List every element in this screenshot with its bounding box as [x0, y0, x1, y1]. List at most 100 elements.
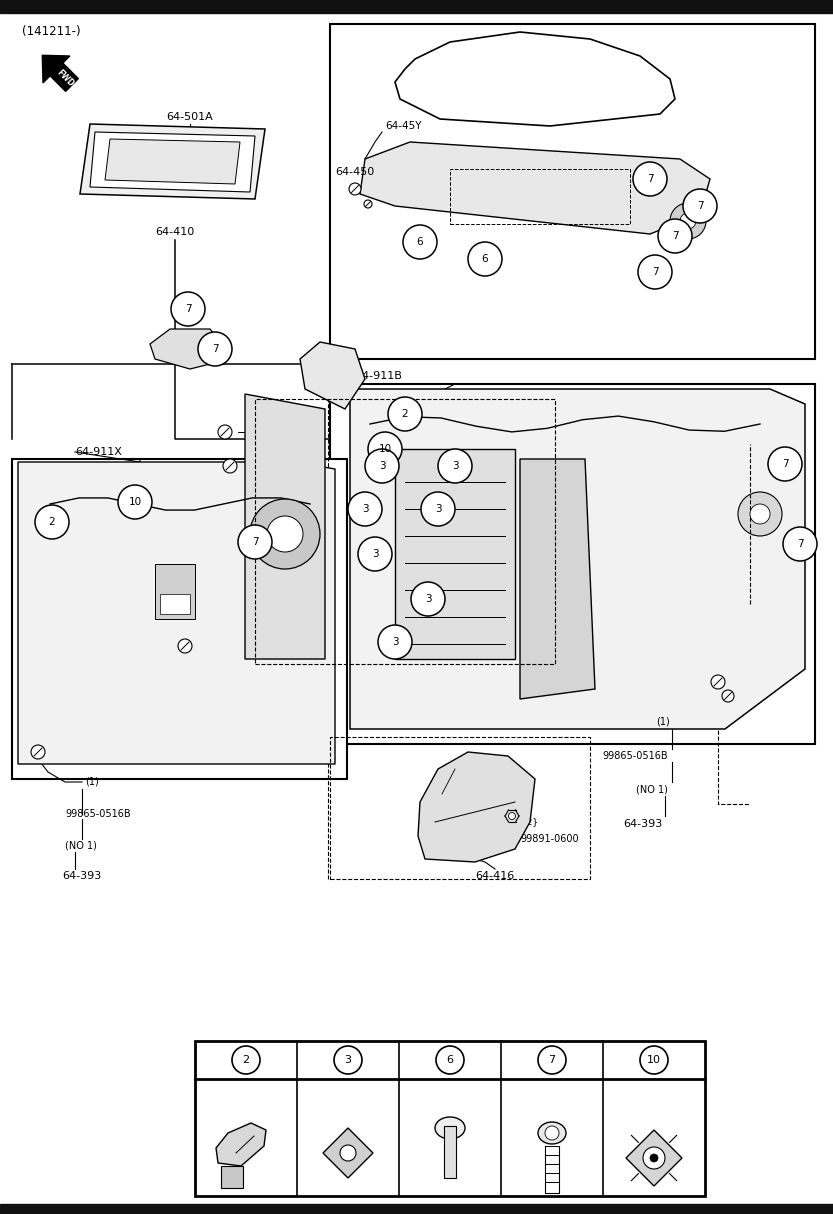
Circle shape: [232, 1046, 260, 1074]
Circle shape: [267, 516, 303, 552]
Text: 64-393: 64-393: [623, 819, 662, 829]
Circle shape: [223, 459, 237, 473]
Text: 3: 3: [379, 461, 386, 471]
Polygon shape: [395, 32, 675, 126]
Text: 64-996: 64-996: [331, 1091, 365, 1101]
Text: (4): (4): [250, 404, 264, 414]
Text: 99865-0516B: 99865-0516B: [602, 751, 668, 761]
Text: 3: 3: [372, 549, 378, 558]
Circle shape: [680, 212, 696, 229]
Text: 10: 10: [647, 1055, 661, 1065]
Polygon shape: [18, 463, 335, 764]
Polygon shape: [520, 459, 595, 699]
Ellipse shape: [538, 1122, 566, 1144]
Text: 7: 7: [185, 304, 192, 314]
Text: 3: 3: [435, 504, 441, 514]
Polygon shape: [626, 1130, 682, 1186]
Text: 6: 6: [481, 254, 488, 263]
Bar: [195, 1040, 705, 1196]
Polygon shape: [42, 56, 78, 91]
Circle shape: [638, 255, 672, 289]
Circle shape: [650, 1155, 658, 1162]
Text: 99865-0412: 99865-0412: [250, 427, 309, 437]
Text: 99865-0516B: 99865-0516B: [65, 809, 131, 819]
Circle shape: [358, 537, 392, 571]
Text: 6: 6: [416, 237, 423, 246]
Polygon shape: [395, 449, 515, 659]
Text: (141211-): (141211-): [22, 24, 81, 38]
Text: 2: 2: [402, 409, 408, 419]
Circle shape: [683, 189, 717, 223]
Circle shape: [411, 582, 445, 615]
Circle shape: [783, 527, 817, 561]
Circle shape: [768, 447, 802, 481]
Text: 2: 2: [242, 1055, 250, 1065]
Circle shape: [348, 492, 382, 526]
Circle shape: [421, 492, 455, 526]
Text: 3: 3: [392, 637, 398, 647]
Circle shape: [658, 219, 692, 253]
Polygon shape: [300, 342, 365, 409]
Circle shape: [643, 1147, 665, 1169]
Circle shape: [171, 293, 205, 327]
Text: 7: 7: [252, 537, 258, 548]
Text: (1): (1): [656, 717, 670, 727]
Bar: [160, 594, 190, 614]
Bar: [255, 399, 555, 664]
Circle shape: [218, 425, 232, 439]
Bar: [330, 384, 815, 744]
Text: 2: 2: [48, 517, 55, 527]
Circle shape: [508, 812, 516, 819]
Polygon shape: [323, 1128, 373, 1178]
Polygon shape: [245, 395, 325, 659]
Circle shape: [31, 745, 45, 759]
Polygon shape: [360, 142, 710, 234]
Circle shape: [378, 625, 412, 659]
Circle shape: [388, 397, 422, 431]
Text: 7: 7: [646, 174, 653, 185]
Text: 7: 7: [671, 231, 678, 242]
Polygon shape: [80, 124, 265, 199]
Circle shape: [640, 1046, 668, 1074]
Circle shape: [438, 449, 472, 483]
Text: 64-416: 64-416: [476, 870, 515, 881]
Circle shape: [738, 492, 782, 537]
Circle shape: [198, 331, 232, 365]
Text: (NO 2): (NO 2): [230, 1111, 262, 1121]
Bar: [221, 1165, 243, 1189]
Circle shape: [722, 690, 734, 702]
Circle shape: [403, 225, 437, 259]
Text: 64-450: 64-450: [335, 168, 374, 177]
Text: 56-905A: 56-905A: [634, 1091, 675, 1101]
Circle shape: [750, 504, 770, 524]
Circle shape: [238, 524, 272, 558]
Bar: [444, 1127, 456, 1178]
Text: (1): (1): [85, 777, 99, 787]
Polygon shape: [90, 132, 255, 192]
Bar: [330, 737, 590, 879]
Text: 7: 7: [696, 202, 703, 211]
Circle shape: [250, 499, 320, 569]
Circle shape: [538, 1046, 566, 1074]
Circle shape: [364, 200, 372, 208]
Polygon shape: [150, 329, 220, 369]
Text: 64-410: 64-410: [156, 227, 195, 237]
Text: 64-45Y: 64-45Y: [385, 121, 421, 131]
Bar: [0, 0, 833, 13]
Circle shape: [368, 432, 402, 466]
Text: 7: 7: [212, 344, 218, 354]
Circle shape: [468, 242, 502, 276]
Text: 3: 3: [425, 594, 431, 605]
Circle shape: [340, 1145, 356, 1161]
Text: 3: 3: [345, 1055, 352, 1065]
Bar: [155, 565, 195, 619]
Text: 7: 7: [796, 539, 803, 549]
Text: 10: 10: [378, 444, 392, 454]
Ellipse shape: [435, 1117, 465, 1139]
Text: 58-612: 58-612: [433, 1091, 467, 1101]
Circle shape: [349, 183, 361, 195]
Text: (NO 1): (NO 1): [65, 841, 97, 851]
Polygon shape: [350, 388, 805, 728]
Circle shape: [334, 1046, 362, 1074]
Circle shape: [633, 161, 667, 195]
